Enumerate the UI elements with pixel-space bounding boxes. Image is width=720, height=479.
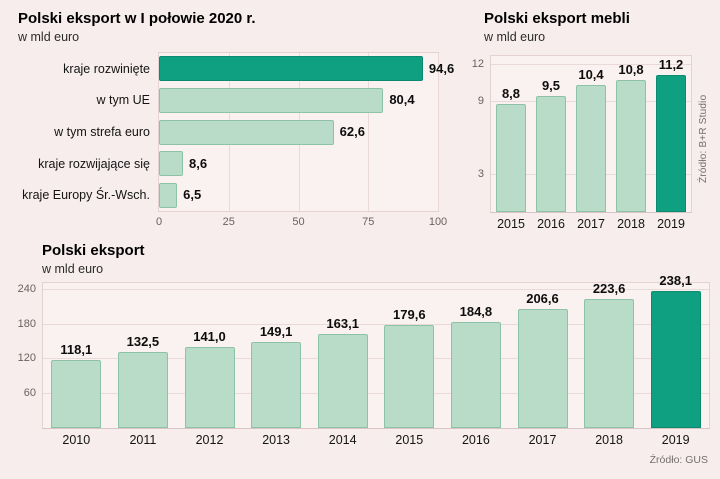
value-label: 10,4 xyxy=(578,66,604,82)
value-label: 9,5 xyxy=(541,77,561,93)
bar xyxy=(159,87,384,113)
x-category-label: 2013 xyxy=(262,433,290,447)
chart-title: Polski eksport mebli xyxy=(484,10,630,27)
x-category-label: 2018 xyxy=(595,433,623,447)
x-category-label: 2016 xyxy=(461,433,490,447)
chart-title: Polski eksport xyxy=(42,242,145,259)
bar xyxy=(184,346,235,428)
bar xyxy=(384,324,435,428)
gridline xyxy=(368,53,370,211)
chart-polski-eksport-h1-2020: Polski eksport w I połowie 2020 r. w mld… xyxy=(8,6,454,236)
gridline xyxy=(491,64,691,65)
y-tick-label: 12 xyxy=(471,58,484,70)
value-label: 206,6 xyxy=(526,291,559,307)
bar xyxy=(650,291,701,428)
x-category-label: 2010 xyxy=(62,433,91,447)
vbar-plot-area: 3 9 12 8,8 2015 9,5 2016 10,4 2017 10,8 2018 11,2 20… xyxy=(472,55,692,231)
bar xyxy=(536,95,566,212)
bar xyxy=(576,84,606,212)
bar xyxy=(584,299,635,428)
x-category-label: 2017 xyxy=(577,217,605,231)
gridline xyxy=(43,289,709,290)
x-tick-label: 75 xyxy=(362,216,375,228)
x-category-label: 2019 xyxy=(657,217,685,231)
category-label: kraje Europy Śr.-Wsch. xyxy=(22,188,150,203)
chart-subtitle: w mld euro xyxy=(18,30,80,45)
value-label: 223,6 xyxy=(592,281,626,297)
value-label: 11,2 xyxy=(658,56,684,72)
value-label: 141,0 xyxy=(193,328,226,344)
bar xyxy=(317,334,368,428)
value-label: 179,6 xyxy=(393,306,426,322)
bar xyxy=(517,309,568,428)
value-label: 8,6 xyxy=(188,155,208,171)
chart-subtitle: w mld euro xyxy=(42,262,104,277)
value-label: 6,5 xyxy=(183,187,202,203)
x-tick-label: 25 xyxy=(222,216,235,228)
hbar-plot-area: 0 25 50 75 100 kraje rozwinięte 94,6 w tym UE 80… xyxy=(22,52,454,228)
bar xyxy=(450,321,501,428)
value-label: 62,6 xyxy=(339,124,365,139)
value-label: 184,8 xyxy=(459,303,493,319)
bar xyxy=(51,360,102,428)
y-tick-label: 60 xyxy=(23,386,36,399)
y-tick-label: 240 xyxy=(17,283,36,295)
x-category-label: 2018 xyxy=(617,217,645,231)
x-category-label: 2014 xyxy=(328,433,357,447)
gridline xyxy=(43,323,709,325)
value-label: 80,4 xyxy=(389,92,415,108)
source-credit: Źródło: GUS xyxy=(649,454,708,466)
chart-subtitle: w mld euro xyxy=(484,30,546,45)
chart-header: Polski eksport w mld euro xyxy=(42,242,145,276)
bar xyxy=(656,74,686,212)
vbar-plot-area: 60 120 180 240 118,1 2010 132,5 2011 141,0 2012 14… xyxy=(18,274,710,447)
gridline xyxy=(43,358,709,359)
chart-header: Polski eksport w I połowie 2020 r. w mld… xyxy=(18,10,256,44)
y-tick-label: 120 xyxy=(17,352,36,364)
value-label: 149,1 xyxy=(259,324,293,340)
x-tick-label: 50 xyxy=(292,216,305,228)
value-label: 10,8 xyxy=(618,61,644,77)
y-tick-label: 3 xyxy=(477,168,484,181)
x-tick-label: 100 xyxy=(428,216,448,228)
bar xyxy=(159,119,334,145)
y-tick-label: 180 xyxy=(17,317,36,330)
value-label: 238,1 xyxy=(659,273,692,289)
x-category-label: 2012 xyxy=(195,433,224,447)
x-category-label: 2015 xyxy=(395,433,424,447)
chart-polski-eksport: Polski eksport w mld euro 60 120 180 240 118… xyxy=(8,238,712,474)
bar xyxy=(117,351,168,428)
value-label: 94,6 xyxy=(428,60,455,76)
value-label: 118,1 xyxy=(60,342,93,358)
category-label: w tym strefa euro xyxy=(54,125,150,139)
bar xyxy=(496,104,526,212)
chart-title: Polski eksport w I połowie 2020 r. xyxy=(18,10,256,27)
gridline xyxy=(43,392,709,394)
gridline xyxy=(438,53,439,211)
x-tick-label: 0 xyxy=(155,216,163,228)
value-label: 8,8 xyxy=(501,86,521,102)
chart-polski-eksport-mebli: Polski eksport mebli w mld euro 3 9 12 8,8 2… xyxy=(460,6,712,236)
bar xyxy=(159,182,178,208)
source-credit: Źródło: B+R Studio xyxy=(698,94,709,184)
bar xyxy=(616,79,646,212)
x-category-label: 2011 xyxy=(129,433,157,447)
x-category-label: 2016 xyxy=(537,217,565,231)
bar xyxy=(159,56,423,82)
x-category-label: 2015 xyxy=(497,217,525,231)
x-category-label: 2019 xyxy=(661,433,690,447)
category-label: kraje rozwijające się xyxy=(38,156,150,171)
chart-header: Polski eksport mebli w mld euro xyxy=(484,10,630,44)
value-label: 132,5 xyxy=(126,333,160,349)
bar xyxy=(159,151,183,177)
x-category-label: 2017 xyxy=(528,433,557,447)
bar xyxy=(251,342,302,428)
value-label: 163,1 xyxy=(326,316,359,332)
y-tick-label: 9 xyxy=(477,94,484,107)
category-label: kraje rozwinięte xyxy=(63,61,150,76)
category-label: w tym UE xyxy=(96,93,150,108)
